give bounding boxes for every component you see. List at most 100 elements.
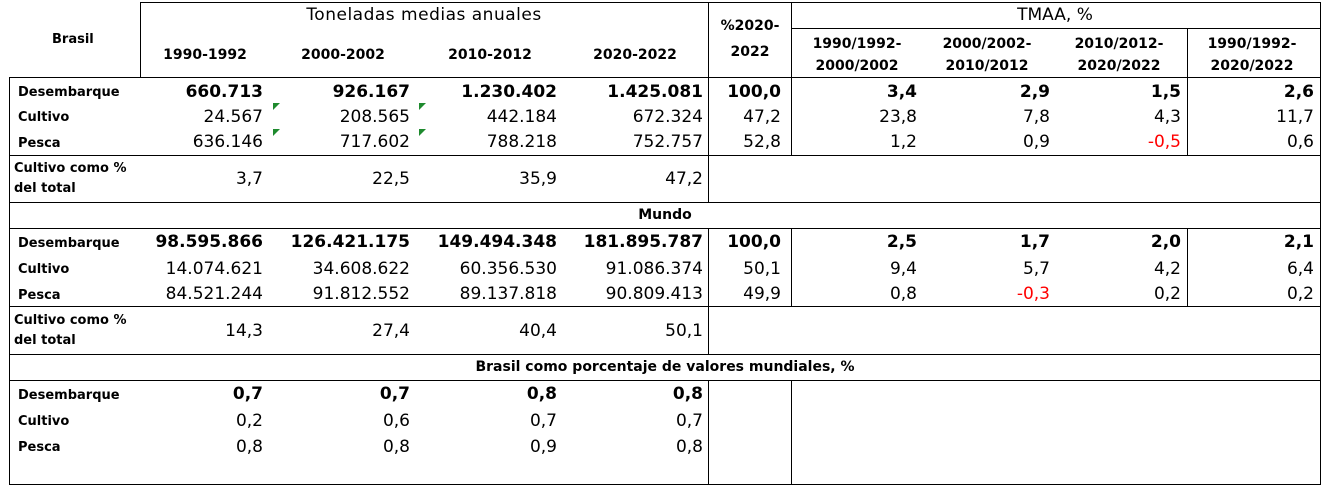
tmaa-header: 1990/1992- xyxy=(1207,36,1297,52)
period-header: 2000-2002 xyxy=(301,47,385,63)
pct-cell: 35,9 xyxy=(519,169,557,189)
tmaa-cell: 2,1 xyxy=(1283,232,1314,252)
grid-line xyxy=(1320,2,1321,485)
pct-cell: 3,7 xyxy=(235,169,263,189)
section-title: Brasil como porcentaje de valores mundia… xyxy=(475,359,855,375)
tons-group-header: Toneladas medias anuales xyxy=(306,5,542,25)
cell-flag-icon xyxy=(419,129,426,136)
share-header: %2020- xyxy=(720,18,780,34)
value-cell: 0,6 xyxy=(382,411,410,431)
grid-line xyxy=(708,228,709,355)
value-cell: 0,9 xyxy=(529,437,557,457)
tmaa-header: 2000/2002- xyxy=(942,36,1032,52)
row-label: Pesca xyxy=(18,136,61,151)
grid-line xyxy=(9,155,1321,156)
pct-label: del total xyxy=(14,333,76,348)
share-cell: 47,2 xyxy=(743,107,781,127)
value-cell: 149.494.348 xyxy=(437,232,557,252)
row-label: Pesca xyxy=(18,288,61,303)
grid-line xyxy=(9,354,1321,355)
tmaa-header: 2010/2012 xyxy=(945,58,1029,74)
value-cell: 926.167 xyxy=(332,82,410,102)
value-cell: 788.218 xyxy=(486,132,557,152)
tmaa-cell: 0,8 xyxy=(889,284,917,304)
row-label: Pesca xyxy=(18,440,61,455)
tmaa-cell: 0,2 xyxy=(1153,284,1181,304)
value-cell: 34.608.622 xyxy=(312,259,410,279)
tmaa-cell: 2,0 xyxy=(1150,232,1181,252)
value-cell: 208.565 xyxy=(339,107,410,127)
pct-cell: 50,1 xyxy=(665,321,703,341)
value-cell: 14.074.621 xyxy=(165,259,263,279)
tmaa-cell: 11,7 xyxy=(1276,107,1314,127)
tmaa-cell: 4,3 xyxy=(1153,107,1181,127)
tmaa-header: 1990/1992- xyxy=(812,36,902,52)
value-cell: 126.421.175 xyxy=(290,232,410,252)
row-label: Desembarque xyxy=(18,85,120,100)
value-cell: 0,7 xyxy=(232,384,263,404)
tmaa-cell-negative: -0,5 xyxy=(1147,132,1181,152)
grid-line xyxy=(9,77,10,485)
tmaa-cell: 0,2 xyxy=(1286,284,1314,304)
section-title: Mundo xyxy=(638,207,692,223)
value-cell: 91.086.374 xyxy=(605,259,703,279)
value-cell: 0,7 xyxy=(675,411,703,431)
pct-cell: 47,2 xyxy=(665,169,703,189)
tmaa-group-header: TMAA, % xyxy=(1017,5,1093,25)
value-cell: 0,8 xyxy=(675,437,703,457)
value-cell: 0,8 xyxy=(672,384,703,404)
value-cell: 98.595.866 xyxy=(155,232,263,252)
share-cell: 49,9 xyxy=(743,284,781,304)
share-cell: 100,0 xyxy=(727,82,781,102)
grid-line xyxy=(1187,228,1188,307)
value-cell: 672.324 xyxy=(632,107,703,127)
value-cell: 60.356.530 xyxy=(459,259,557,279)
value-cell: 0,8 xyxy=(382,437,410,457)
value-cell: 1.230.402 xyxy=(461,82,557,102)
grid-line xyxy=(791,228,792,307)
row-label: Desembarque xyxy=(18,388,120,403)
grid-line xyxy=(1187,28,1188,156)
grid-line xyxy=(791,28,1321,29)
value-cell: 24.567 xyxy=(203,107,263,127)
tmaa-cell: 6,4 xyxy=(1286,259,1314,279)
cell-flag-icon xyxy=(419,103,426,110)
tmaa-cell: 1,7 xyxy=(1019,232,1050,252)
value-cell: 181.895.787 xyxy=(583,232,703,252)
grid-line xyxy=(9,484,1321,485)
row-label: Desembarque xyxy=(18,236,120,251)
tmaa-cell: 0,9 xyxy=(1022,132,1050,152)
grid-line xyxy=(9,306,1321,307)
tmaa-header: 2010/2012- xyxy=(1074,36,1164,52)
pct-label: del total xyxy=(14,181,76,196)
value-cell: 442.184 xyxy=(486,107,557,127)
tmaa-header: 2000/2002 xyxy=(815,58,899,74)
tmaa-cell: 9,4 xyxy=(889,259,917,279)
period-header: 2010-2012 xyxy=(448,47,532,63)
value-cell: 752.757 xyxy=(632,132,703,152)
tmaa-cell: 2,6 xyxy=(1283,82,1314,102)
value-cell: 89.137.818 xyxy=(459,284,557,304)
tmaa-cell: 2,9 xyxy=(1019,82,1050,102)
share-cell: 50,1 xyxy=(743,259,781,279)
value-cell: 1.425.081 xyxy=(607,82,703,102)
grid-line xyxy=(9,202,1321,203)
row-label: Cultivo xyxy=(18,414,70,429)
grid-line xyxy=(708,2,709,203)
pct-cell: 27,4 xyxy=(372,321,410,341)
grid-line xyxy=(708,380,709,485)
pct-cell: 14,3 xyxy=(225,321,263,341)
tmaa-cell: 7,8 xyxy=(1022,107,1050,127)
corner-label: Brasil xyxy=(52,32,94,47)
cell-flag-icon xyxy=(273,129,280,136)
share-cell: 52,8 xyxy=(743,132,781,152)
cell-flag-icon xyxy=(273,103,280,110)
value-cell: 636.146 xyxy=(192,132,263,152)
grid-line xyxy=(791,380,792,485)
tmaa-cell: 4,2 xyxy=(1153,259,1181,279)
value-cell: 660.713 xyxy=(185,82,263,102)
pct-label: Cultivo como % xyxy=(14,161,127,176)
grid-line xyxy=(9,380,1321,381)
value-cell: 0,2 xyxy=(235,411,263,431)
